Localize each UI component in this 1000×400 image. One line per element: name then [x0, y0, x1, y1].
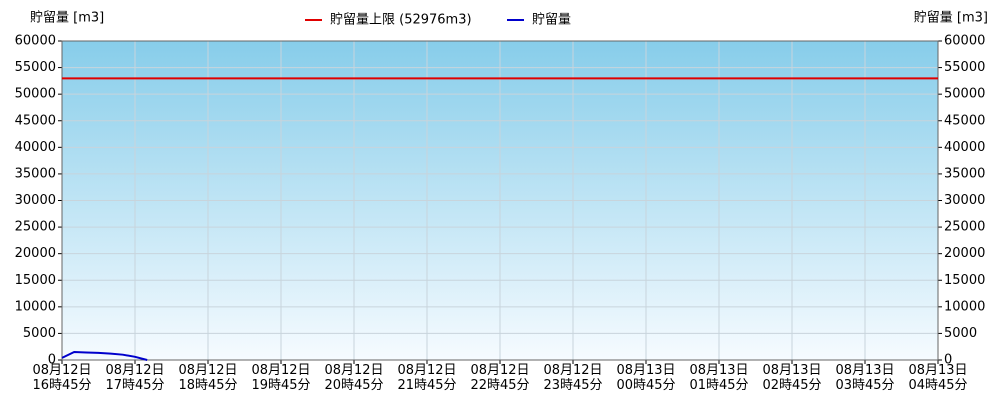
y2-tick-label: 60000 — [944, 34, 985, 49]
x-tick-label: 08月13日 01時45分 — [689, 363, 749, 393]
plot-border — [61, 40, 939, 361]
x-tick-label: 08月13日 00時45分 — [616, 363, 676, 393]
y2-tick-label: 55000 — [944, 60, 985, 75]
y2-tick-label: 5000 — [944, 326, 977, 341]
y2-tick-label: 35000 — [944, 166, 985, 181]
y2-tick-label: 50000 — [944, 87, 985, 102]
y2-tick-label: 40000 — [944, 140, 985, 155]
y-tick-label: 40000 — [15, 140, 56, 155]
y2-tick-label: 30000 — [944, 193, 985, 208]
y-tick-label: 60000 — [15, 34, 56, 49]
x-tick-label: 08月12日 16時45分 — [32, 363, 92, 393]
legend-label: 貯留量上限 (52976m3) — [330, 13, 472, 28]
x-tick-label: 08月12日 21時45分 — [397, 363, 457, 393]
y-tick-label: 10000 — [15, 299, 56, 314]
x-tick-label: 08月12日 20時45分 — [324, 363, 384, 393]
y-tick-label: 30000 — [15, 193, 56, 208]
x-tick-label: 08月12日 23時45分 — [543, 363, 603, 393]
y2-tick-label: 10000 — [944, 299, 985, 314]
y-tick-label: 45000 — [15, 113, 56, 128]
y-tick-label: 15000 — [15, 273, 56, 288]
series-line — [61, 351, 148, 361]
y2-tick-label: 45000 — [944, 113, 985, 128]
y2-tick-label: 0 — [944, 353, 952, 368]
y-tick-label: 50000 — [15, 87, 56, 102]
legend-label: 貯留量 — [532, 13, 571, 28]
x-tick-label: 08月12日 17時45分 — [105, 363, 165, 393]
x-tick-label: 08月13日 03時45分 — [835, 363, 895, 393]
y-tick-label: 20000 — [15, 246, 56, 261]
y-axis-label: 貯留量 [m3] — [30, 11, 104, 26]
x-tick-label: 08月13日 02時45分 — [762, 363, 822, 393]
y-tick-label: 0 — [48, 353, 56, 368]
x-tick-label: 08月13日 04時45分 — [908, 363, 968, 393]
x-tick-label: 08月12日 22時45分 — [470, 363, 530, 393]
x-tick-label: 08月12日 18時45分 — [178, 363, 238, 393]
y2-axis-label: 貯留量 [m3] — [914, 11, 988, 26]
y2-tick-label: 15000 — [944, 273, 985, 288]
y-tick-label: 35000 — [15, 166, 56, 181]
y2-tick-label: 20000 — [944, 246, 985, 261]
y-tick-label: 5000 — [23, 326, 56, 341]
x-tick-label: 08月12日 19時45分 — [251, 363, 311, 393]
y-tick-label: 55000 — [15, 60, 56, 75]
y2-tick-label: 25000 — [944, 220, 985, 235]
y-tick-label: 25000 — [15, 220, 56, 235]
